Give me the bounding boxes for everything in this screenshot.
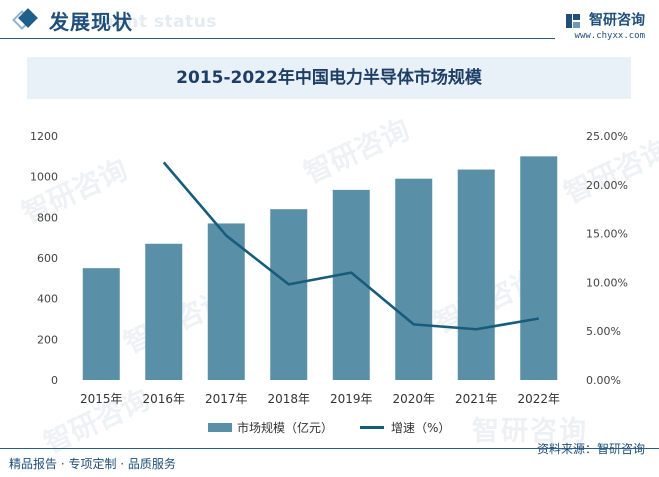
legend-line-label: 增速（%） (391, 421, 450, 435)
bar (332, 189, 370, 380)
footer-slogan: 精品报告 · 专项定制 · 品质服务 (9, 457, 176, 471)
y-left-tick-label: 1200 (30, 130, 58, 143)
brand-logo-icon (565, 13, 580, 28)
x-tick-label: 2018年 (267, 392, 310, 406)
x-tick-label: 2022年 (517, 392, 560, 406)
x-tick-label: 2019年 (330, 392, 373, 406)
y-right-tick-label: 0.00% (586, 374, 621, 387)
brand-url: www.chyxx.com (574, 31, 645, 41)
bar (82, 268, 120, 380)
chart: 0 200 400 600 800 1000 1200 0.00% 5.00% 10.00% 15… (30, 130, 628, 435)
y-right-tick-label: 10.00% (586, 276, 628, 289)
brand-name: 智研咨询 (589, 12, 645, 29)
y-right-tick-label: 15.00% (586, 228, 628, 241)
y-left-tick-label: 200 (37, 333, 58, 346)
chart-title-box: 2015-2022年中国电力半导体市场规模 (27, 57, 631, 99)
footer-divider (0, 448, 659, 449)
legend-bar-swatch (208, 423, 232, 432)
bar (395, 178, 433, 380)
bar (207, 223, 245, 380)
source-note: 资料来源：智研咨询 (536, 442, 645, 456)
y-right-tick-label: 5.00% (586, 325, 621, 338)
x-tick-label: 2020年 (392, 392, 435, 406)
y-left-tick-label: 600 (37, 252, 58, 265)
chart-title: 2015-2022年中国电力半导体市场规模 (176, 68, 482, 88)
x-tick-label: 2015年 (80, 392, 123, 406)
bar (270, 209, 308, 380)
x-tick-label: 2017年 (205, 392, 248, 406)
header-divider (0, 38, 555, 39)
y-left-tick-label: 800 (37, 211, 58, 224)
section-title: 发展现状 (49, 10, 133, 34)
section-header: ment status 发展现状 智研咨询 www.chyxx.com (0, 0, 659, 46)
bar (520, 156, 558, 380)
x-tick-label: 2016年 (142, 392, 185, 406)
y-left-tick-label: 0 (51, 374, 58, 387)
legend-bar-label: 市场规模（亿元） (237, 420, 333, 435)
x-tick-label: 2021年 (455, 392, 498, 406)
bar (457, 169, 495, 380)
growth-line (162, 161, 539, 331)
bar (145, 243, 183, 380)
brand: 智研咨询 www.chyxx.com (565, 9, 645, 41)
y-right-tick-label: 20.00% (586, 179, 628, 192)
y-left-tick-label: 1000 (30, 171, 58, 184)
y-right-tick-label: 25.00% (586, 130, 628, 143)
section-subtitle: ment status (96, 12, 217, 32)
y-left-tick-label: 400 (37, 293, 58, 306)
